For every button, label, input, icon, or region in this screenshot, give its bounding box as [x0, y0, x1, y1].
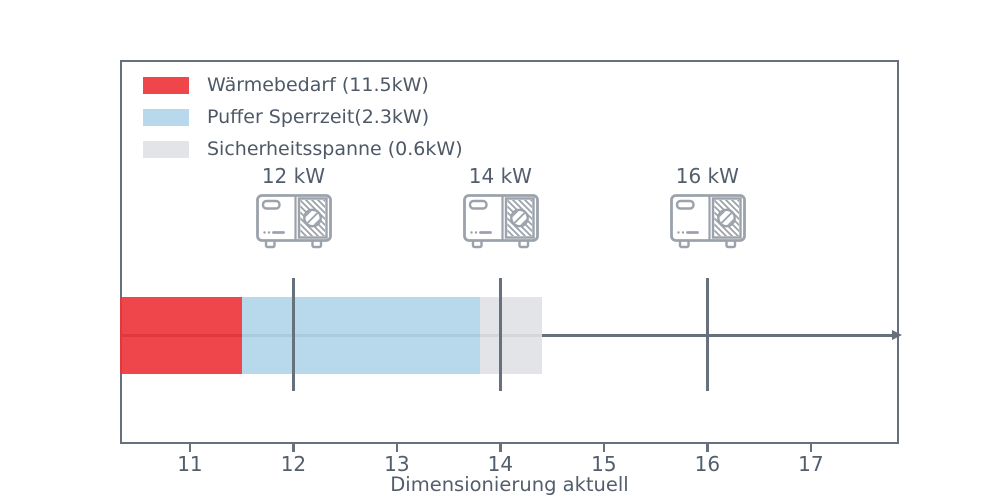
- x-tick-mark-14: [499, 444, 502, 452]
- x-tick-mark-16: [706, 444, 709, 452]
- x-tick-label-15: 15: [591, 452, 617, 476]
- axis-arrow-head: [891, 329, 902, 340]
- heat-pump-label: 12 kW: [261, 164, 325, 188]
- x-tick-label-11: 11: [177, 452, 203, 476]
- x-tick-label-14: 14: [487, 452, 514, 476]
- x-tick-mark-17: [809, 444, 813, 452]
- x-axis-label: Dimensionierung aktuell: [390, 473, 629, 496]
- x-tick-label-16: 16: [694, 452, 721, 476]
- x-tick-mark-12: [292, 444, 295, 452]
- marker-line-14kw: [498, 278, 502, 391]
- legend-swatch-puffer-sperrzeit: [143, 108, 189, 126]
- x-tick-label-13: 13: [384, 452, 410, 476]
- bar-segment-puffer-sperrzeit: [241, 297, 480, 374]
- x-tick-mark-13: [395, 444, 399, 452]
- heat-pump-icon: [670, 194, 746, 250]
- x-tick-mark-15: [602, 444, 606, 452]
- marker-line-16kw: [705, 278, 709, 391]
- plot-area: 12 kW 14 kW 16 kW Wärmebedarf (11.5kW) Puff…: [120, 60, 902, 444]
- heat-pump-icon: [256, 194, 332, 250]
- legend-swatch-waermebedarf: [143, 76, 189, 94]
- x-tick-mark-11: [188, 444, 192, 452]
- heat-pump-label: 16 kW: [675, 164, 739, 188]
- legend-swatch-sicherheitsspanne: [143, 140, 189, 158]
- heat-pump-label: 14 kW: [468, 164, 532, 188]
- legend-label-waermebedarf: Wärmebedarf (11.5kW): [207, 73, 429, 96]
- legend-label-puffer-sperrzeit: Puffer Sperrzeit(2.3kW): [207, 105, 430, 128]
- legend-label-sicherheitsspanne: Sicherheitsspanne (0.6kW): [207, 137, 463, 160]
- legend-item-sicherheitsspanne: Sicherheitsspanne (0.6kW): [143, 137, 463, 160]
- bar-segment-waermebedarf: [120, 297, 242, 374]
- marker-line-12kw: [291, 278, 295, 391]
- x-tick-label-12: 12: [280, 452, 307, 476]
- legend-item-waermebedarf: Wärmebedarf (11.5kW): [143, 73, 463, 96]
- legend: Wärmebedarf (11.5kW) Puffer Sperrzeit(2.3…: [143, 73, 463, 172]
- bar-segment-sicherheitsspanne: [479, 297, 542, 374]
- heat-pump-icon: [463, 194, 539, 250]
- x-tick-label-17: 17: [798, 452, 824, 476]
- legend-item-puffer-sperrzeit: Puffer Sperrzeit(2.3kW): [143, 105, 463, 128]
